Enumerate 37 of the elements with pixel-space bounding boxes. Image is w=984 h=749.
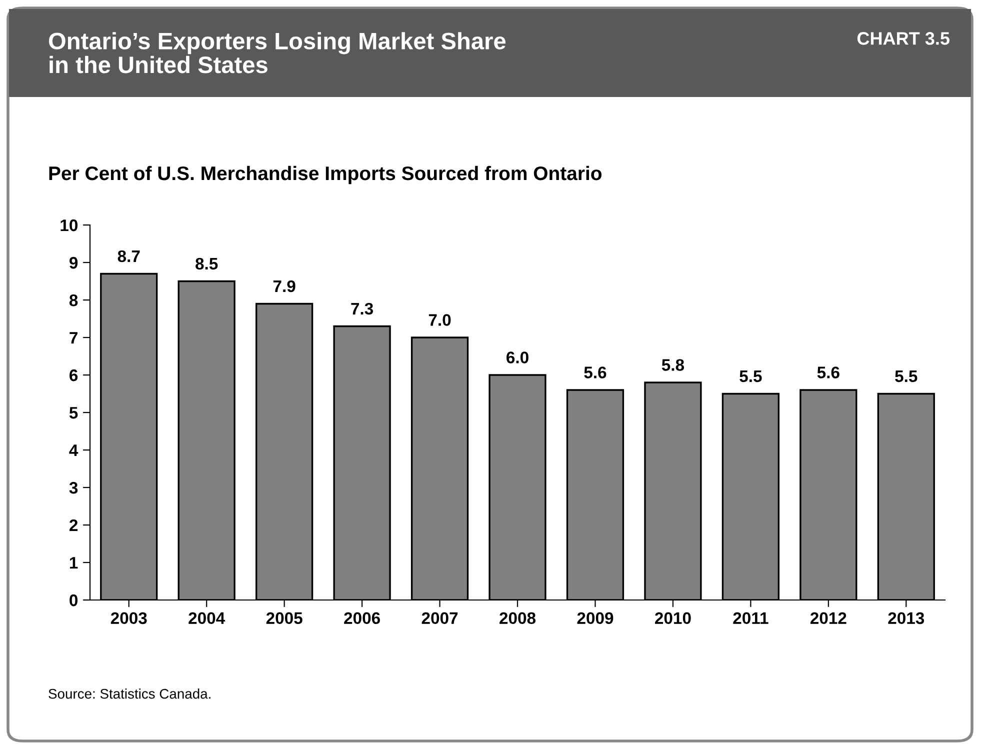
- x-tick-label: 2007: [422, 612, 458, 624]
- data-label: 7.9: [273, 280, 296, 292]
- y-tick-label: 3: [69, 482, 78, 494]
- data-label: 7.0: [428, 314, 451, 326]
- y-tick-label: 6: [70, 369, 78, 382]
- data-label: 5.6: [817, 366, 840, 378]
- x-tick-label: 2006: [344, 612, 380, 624]
- y-tick-label: 0: [70, 594, 78, 606]
- data-label: 5.6: [584, 366, 606, 378]
- caption: CHART 3.5: [857, 32, 950, 45]
- data-label: 5.5: [895, 370, 918, 382]
- x-tick-label: 2010: [654, 612, 691, 624]
- data-label: 6.0: [506, 352, 528, 364]
- y-tick-label: 5: [69, 407, 78, 419]
- x-tick-label: 2004: [188, 612, 226, 624]
- data-label: 5.5: [740, 370, 762, 382]
- data-label: 7.3: [351, 302, 374, 315]
- y-tick-label: 9: [70, 256, 78, 269]
- x-tick-label: 2012: [810, 612, 846, 624]
- y-tick-label: 1: [70, 557, 78, 569]
- y-tick-label: 4: [69, 444, 78, 456]
- y-tick-label: 10: [60, 219, 78, 232]
- x-tick-label: 2011: [733, 612, 768, 624]
- y-tick-label: 2: [70, 519, 78, 532]
- x-tick-label: 2005: [266, 612, 302, 624]
- data-label: 8.7: [118, 250, 140, 262]
- x-tick-label: 2009: [577, 612, 614, 624]
- source-note: Source: Statistics Canada.: [48, 688, 210, 699]
- chart-subtitle: Per Cent of U.S. Merchandise Imports Sourced from Ontario: [49, 166, 602, 184]
- data-label: 8.5: [196, 258, 218, 270]
- data-label: 5.8: [662, 359, 684, 371]
- y-tick-label: 7: [70, 332, 78, 344]
- x-tick-label: 2013: [888, 612, 924, 624]
- chart-title: Ontario’s Exporters Losing Market Share in the United States: [48, 32, 506, 74]
- x-tick-label: 2008: [500, 612, 536, 624]
- y-tick-label: 8: [69, 294, 78, 306]
- x-tick-label: 2003: [110, 612, 147, 624]
